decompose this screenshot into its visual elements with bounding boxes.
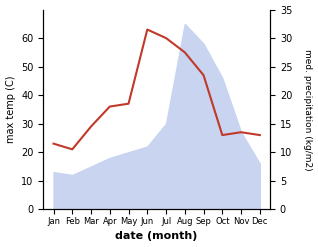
X-axis label: date (month): date (month) bbox=[115, 231, 198, 242]
Y-axis label: med. precipitation (kg/m2): med. precipitation (kg/m2) bbox=[303, 49, 313, 170]
Y-axis label: max temp (C): max temp (C) bbox=[5, 76, 16, 143]
